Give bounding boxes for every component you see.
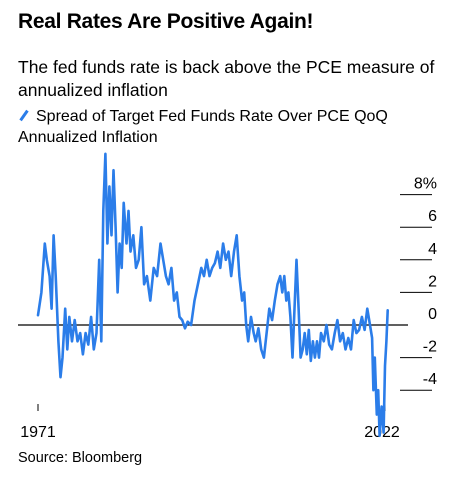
y-tick-label: 8% [414, 176, 437, 193]
y-tick-label: -4 [423, 371, 437, 388]
y-tick-label: 6 [428, 208, 437, 225]
y-tick-label: 0 [428, 306, 437, 323]
x-tick-label: 1971 [20, 424, 56, 441]
x-tick-label: 2022 [364, 424, 400, 441]
legend-label: Spread of Target Fed Funds Rate Over PCE… [18, 108, 388, 146]
chart-subtitle: The fed funds rate is back above the PCE… [18, 57, 435, 100]
y-tick-label: 4 [428, 241, 437, 258]
y-tick-label: -2 [423, 339, 437, 356]
chart-title: Real Rates Are Positive Again! [18, 10, 314, 33]
legend: Spread of Target Fed Funds Rate Over PCE… [18, 106, 443, 148]
series-line-0 [36, 152, 389, 438]
source-note: Source: Bloomberg [18, 450, 143, 466]
y-tick-label: 2 [428, 273, 437, 290]
